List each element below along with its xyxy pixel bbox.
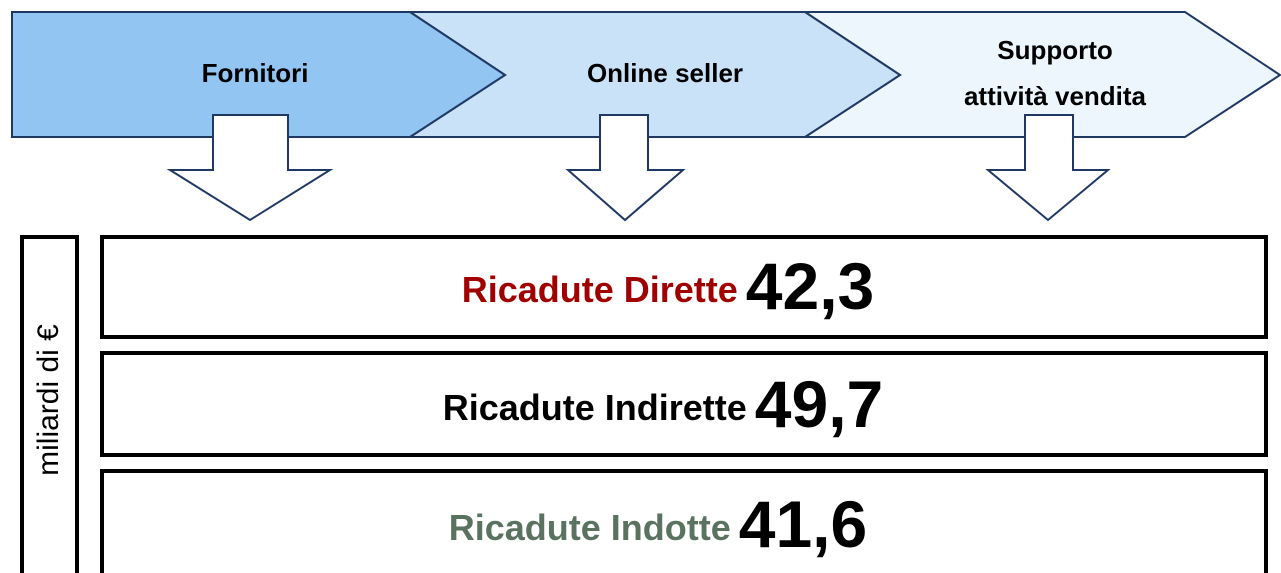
stage-label: Supporto (997, 35, 1113, 65)
row-label: Ricadute Indirette (443, 387, 747, 428)
result-box (100, 469, 1268, 573)
result-text: Ricadute Dirette 42,3 (462, 249, 875, 323)
chevrons (11, 11, 1281, 138)
down-arrow (985, 114, 1111, 222)
row-label: Ricadute Dirette (462, 269, 738, 310)
row-value: 49,7 (755, 367, 883, 441)
unit-label: miliardi di € (32, 324, 65, 476)
row-value: 41,6 (739, 487, 867, 561)
result-text: Ricadute Indotte 41,6 (449, 487, 867, 561)
row-label: Ricadute Indotte (449, 507, 731, 548)
stage-label: Fornitori (202, 58, 309, 88)
stage-label: attività vendita (964, 81, 1147, 111)
stage-label: Online seller (587, 58, 743, 88)
down-arrow (565, 114, 686, 222)
result-boxes (100, 235, 1268, 573)
arrows (166, 114, 1111, 222)
result-box (100, 351, 1268, 457)
chevron (11, 11, 507, 138)
result-text: Ricadute Indirette 49,7 (443, 367, 884, 441)
unit-box (20, 235, 79, 573)
down-arrow (166, 114, 334, 222)
row-value: 42,3 (746, 249, 874, 323)
result-box (100, 235, 1268, 339)
